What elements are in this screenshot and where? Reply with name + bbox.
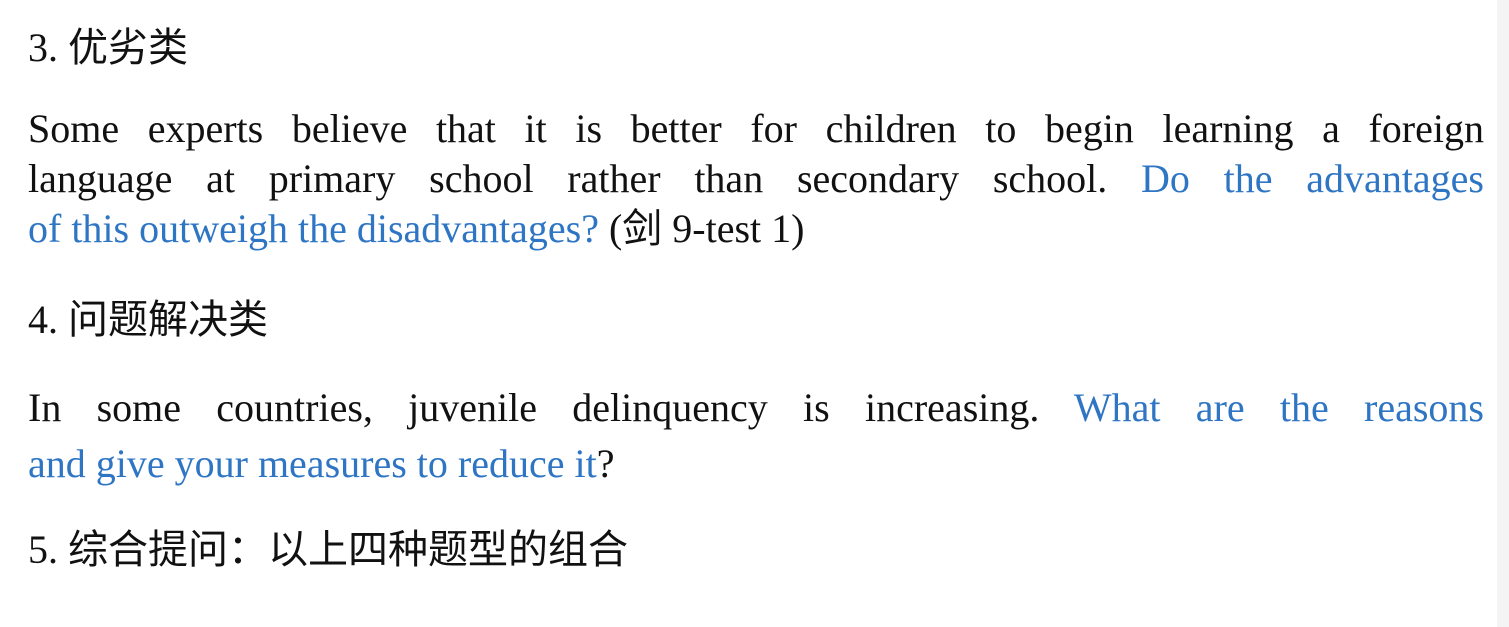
section-3-heading: 3. 优劣类 xyxy=(28,25,188,70)
section-4-line-1: In some countries, juvenile delinquency … xyxy=(28,383,1484,433)
section-4-heading: 4. 问题解决类 xyxy=(28,297,268,342)
section-3-paragraph: Some experts believe that it is better f… xyxy=(28,104,1484,254)
section-3-line-2: language at primary school rather than s… xyxy=(28,154,1484,204)
section-3-line-1: Some experts believe that it is better f… xyxy=(28,104,1484,154)
section-5-heading: 5. 综合提问：以上四种题型的组合 xyxy=(28,527,628,572)
vertical-scrollbar[interactable] xyxy=(1497,0,1509,627)
section-3-source: (剑 9-test 1) xyxy=(598,206,805,251)
section-3-statement-part-1: Some experts believe that it is better f… xyxy=(28,106,1484,151)
section-3-question-part-1: Do the advantages xyxy=(1141,156,1485,201)
section-4-question-part-1: What are the reasons xyxy=(1073,385,1485,430)
section-3-statement-part-2: language at primary school rather than s… xyxy=(28,156,1142,201)
section-4-line-2: and give your measures to reduce it? xyxy=(28,439,1484,489)
section-3-line-3: of this outweigh the disadvantages? (剑 9… xyxy=(28,204,1484,254)
section-4-statement: In some countries, juvenile delinquency … xyxy=(28,385,1074,430)
section-4-paragraph: In some countries, juvenile delinquency … xyxy=(28,383,1484,489)
section-4-question-part-2: and give your measures to reduce it xyxy=(28,441,597,486)
section-4-question-mark: ? xyxy=(596,441,615,486)
section-3-question-part-2: of this outweigh the disadvantages? xyxy=(28,206,599,251)
